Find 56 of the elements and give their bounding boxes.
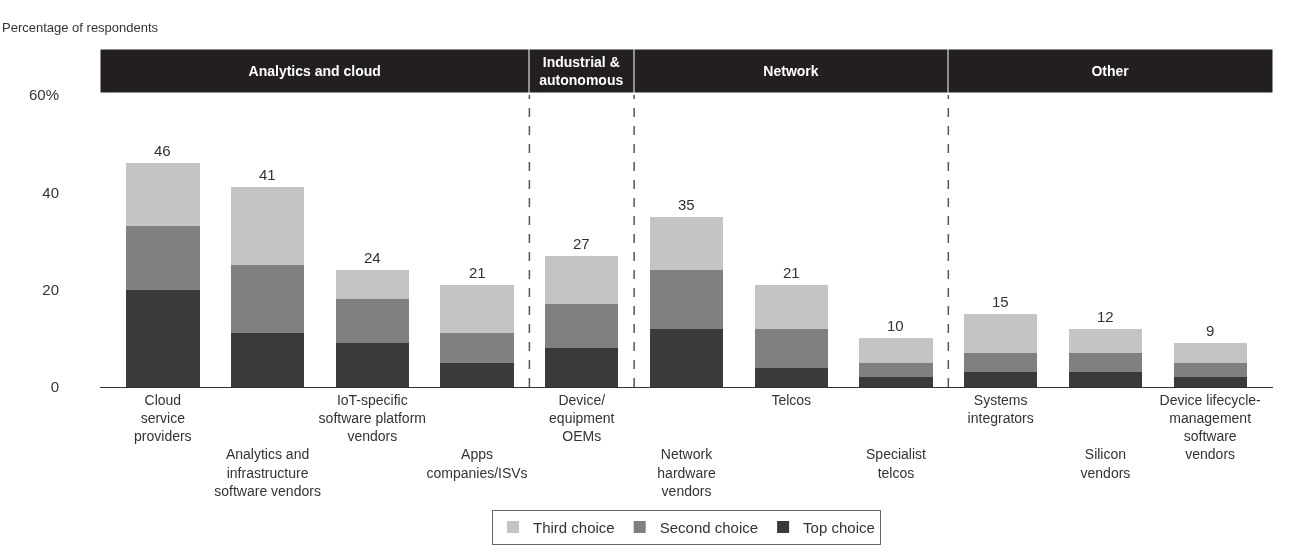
x-tick-label: Network hardware vendors bbox=[657, 446, 716, 499]
x-tick-label: Telcos bbox=[771, 391, 812, 408]
bar bbox=[1068, 352, 1143, 373]
y-axis-title: Percentage of respondents bbox=[2, 20, 159, 35]
legend-label: Top choice bbox=[803, 518, 875, 536]
bar bbox=[1173, 343, 1247, 363]
x-tick-label: Analytics and infrastructure software vendors bbox=[214, 446, 321, 499]
text: Network bbox=[763, 63, 819, 79]
bar bbox=[1173, 362, 1247, 378]
bar bbox=[230, 187, 305, 266]
bar bbox=[440, 284, 514, 334]
bar bbox=[754, 328, 828, 368]
total-label: 35 bbox=[678, 196, 695, 213]
total-label: 12 bbox=[1097, 308, 1114, 325]
total-label: 41 bbox=[259, 166, 276, 183]
legend-label: Third choice bbox=[533, 518, 615, 536]
y-tick-label: 0 bbox=[50, 378, 59, 396]
bar bbox=[335, 270, 409, 300]
bar bbox=[126, 226, 200, 290]
text: Other bbox=[1091, 63, 1130, 79]
x-tick-label: IoT-specific software platform vendors bbox=[318, 391, 426, 445]
x-tick-label: Cloud service providers bbox=[134, 391, 192, 445]
total-label: 46 bbox=[154, 142, 171, 159]
bar bbox=[649, 216, 724, 271]
total-label: 21 bbox=[783, 264, 800, 281]
y-tick-label: 40 bbox=[42, 183, 59, 201]
y-tick-label: 60% bbox=[28, 86, 59, 104]
bar bbox=[649, 270, 724, 329]
bar bbox=[335, 299, 409, 344]
x-tick-label: Device/ equipment OEMs bbox=[549, 391, 615, 445]
total-label: 10 bbox=[887, 317, 904, 334]
bar bbox=[754, 284, 828, 329]
total-label: 27 bbox=[573, 235, 590, 252]
total-label: 21 bbox=[469, 264, 486, 281]
y-tick-label: 20 bbox=[42, 280, 59, 298]
bar bbox=[545, 304, 619, 349]
bar bbox=[964, 314, 1038, 353]
x-tick-label: Silicon vendors bbox=[1080, 446, 1131, 481]
total-label: 9 bbox=[1206, 322, 1215, 339]
text: Industrial & autonomous bbox=[539, 53, 624, 89]
bar bbox=[126, 163, 200, 227]
bar bbox=[859, 338, 933, 363]
bar bbox=[1068, 328, 1143, 353]
bar bbox=[964, 352, 1038, 373]
bar bbox=[230, 265, 305, 334]
text: Analytics and cloud bbox=[248, 63, 381, 79]
total-label: 15 bbox=[992, 293, 1009, 310]
x-tick-label: Specialist telcos bbox=[866, 446, 927, 481]
bar bbox=[440, 333, 514, 363]
bar bbox=[545, 255, 619, 305]
legend-label: Second choice bbox=[659, 518, 759, 536]
x-tick-label: Systems integrators bbox=[967, 391, 1034, 426]
total-label: 24 bbox=[364, 249, 381, 266]
x-tick-label: Device lifecycle- management software vendors bbox=[1159, 391, 1262, 463]
x-tick-label: Apps companies/ISVs bbox=[426, 446, 528, 481]
bar bbox=[859, 362, 933, 378]
